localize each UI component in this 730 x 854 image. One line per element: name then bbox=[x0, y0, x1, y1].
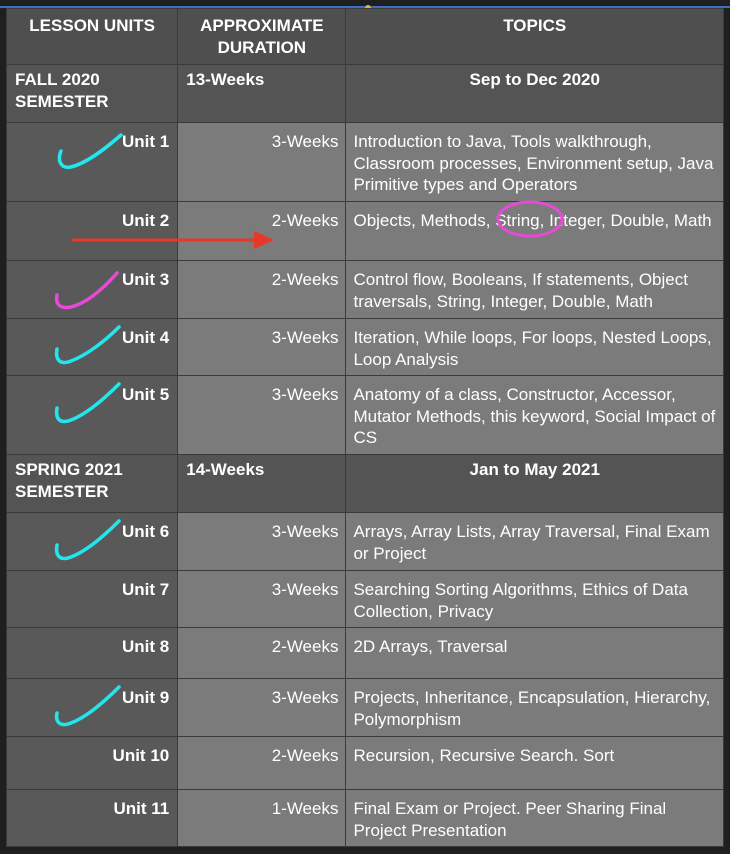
unit-cell[interactable]: Unit 2 bbox=[5, 201, 179, 261]
duration-cell[interactable]: 3-Weeks bbox=[177, 570, 347, 628]
unit-label: Unit 7 bbox=[122, 580, 170, 599]
unit-cell[interactable]: Unit 6 bbox=[5, 512, 179, 571]
unit-label: Unit 3 bbox=[122, 270, 170, 289]
duration-cell[interactable]: 3-Weeks bbox=[177, 678, 347, 737]
topics-cell[interactable]: Projects, Inheritance, Encapsulation, Hi… bbox=[345, 678, 724, 737]
topics-text: , Integer, Double, Math bbox=[539, 211, 712, 230]
unit-label: Unit 8 bbox=[122, 637, 170, 656]
unit-cell[interactable]: Unit 1 bbox=[5, 122, 179, 202]
topics-cell[interactable]: Anatomy of a class, Constructor, Accesso… bbox=[345, 375, 724, 455]
unit-cell[interactable]: Unit 4 bbox=[5, 318, 179, 376]
table-row: Unit 4 3-Weeks Iteration, While loops, F… bbox=[5, 318, 724, 376]
duration-cell[interactable]: 3-Weeks bbox=[177, 375, 347, 455]
header-row: LESSON UNITS APPROXIMATE DURATION TOPICS bbox=[5, 8, 724, 65]
duration-cell[interactable]: 2-Weeks bbox=[177, 201, 347, 261]
table-row: Unit 3 2-Weeks Control flow, Booleans, I… bbox=[5, 260, 724, 319]
table-row: Unit 6 3-Weeks Arrays, Array Lists, Arra… bbox=[5, 512, 724, 571]
unit-cell[interactable]: Unit 11 bbox=[5, 789, 179, 847]
table-row: Unit 5 3-Weeks Anatomy of a class, Const… bbox=[5, 375, 724, 455]
unit-label: Unit 11 bbox=[113, 799, 170, 818]
topics-text: Objects, Methods, bbox=[353, 211, 496, 230]
unit-label: Unit 4 bbox=[122, 328, 170, 347]
duration-cell[interactable]: 3-Weeks bbox=[177, 122, 347, 202]
duration-cell[interactable]: 3-Weeks bbox=[177, 512, 347, 571]
topics-cell[interactable]: Arrays, Array Lists, Array Traversal, Fi… bbox=[345, 512, 724, 571]
semester-duration[interactable]: 13-Weeks bbox=[177, 64, 347, 123]
unit-label: Unit 2 bbox=[122, 211, 170, 230]
header-lesson-units[interactable]: LESSON UNITS bbox=[5, 8, 179, 65]
table-row: Unit 9 3-Weeks Projects, Inheritance, En… bbox=[5, 678, 724, 737]
topics-cell[interactable]: Objects, Methods, String, Integer, Doubl… bbox=[345, 201, 724, 261]
semester-row-fall: FALL 2020 SEMESTER 13-Weeks Sep to Dec 2… bbox=[5, 64, 724, 123]
unit-label: Unit 5 bbox=[122, 385, 170, 404]
unit-cell[interactable]: Unit 3 bbox=[5, 260, 179, 319]
unit-cell[interactable]: Unit 7 bbox=[5, 570, 179, 628]
unit-label: Unit 1 bbox=[122, 132, 170, 151]
topics-cell[interactable]: Control flow, Booleans, If statements, O… bbox=[345, 260, 724, 319]
duration-cell[interactable]: 2-Weeks bbox=[177, 736, 347, 790]
unit-label: Unit 6 bbox=[122, 522, 170, 541]
curriculum-table: LESSON UNITS APPROXIMATE DURATION TOPICS… bbox=[5, 8, 724, 847]
circled-topic: String bbox=[495, 211, 540, 230]
duration-cell[interactable]: 2-Weeks bbox=[177, 627, 347, 679]
checkmark-icon bbox=[54, 271, 119, 310]
table-row: Unit 10 2-Weeks Recursion, Recursive Sea… bbox=[5, 736, 724, 790]
table-row: Unit 8 2-Weeks 2D Arrays, Traversal bbox=[5, 627, 724, 679]
duration-cell[interactable]: 1-Weeks bbox=[177, 789, 347, 847]
unit-cell[interactable]: Unit 5 bbox=[5, 375, 179, 455]
header-topics[interactable]: TOPICS bbox=[345, 8, 724, 65]
duration-cell[interactable]: 3-Weeks bbox=[177, 318, 347, 376]
semester-row-spring: SPRING 2021 SEMESTER 14-Weeks Jan to May… bbox=[5, 454, 724, 513]
topics-cell[interactable]: Final Exam or Project. Peer Sharing Fina… bbox=[345, 789, 724, 847]
semester-dates[interactable]: Jan to May 2021 bbox=[345, 454, 724, 513]
checkmark-icon bbox=[54, 382, 121, 424]
table-row: Unit 11 1-Weeks Final Exam or Project. P… bbox=[5, 789, 724, 847]
semester-dates[interactable]: Sep to Dec 2020 bbox=[345, 64, 724, 123]
checkmark-icon bbox=[54, 685, 121, 727]
semester-duration[interactable]: 14-Weeks bbox=[177, 454, 347, 513]
checkmark-icon bbox=[54, 325, 121, 365]
semester-name[interactable]: FALL 2020 SEMESTER bbox=[5, 64, 179, 123]
topics-cell[interactable]: 2D Arrays, Traversal bbox=[345, 627, 724, 679]
semester-name[interactable]: SPRING 2021 SEMESTER bbox=[5, 454, 179, 513]
table-row: Unit 2 2-Weeks Objects, Methods, String,… bbox=[5, 201, 724, 261]
table-row: Unit 1 3-Weeks Introduction to Java, Too… bbox=[5, 122, 724, 202]
topics-cell[interactable]: Recursion, Recursive Search. Sort bbox=[345, 736, 724, 790]
unit-label: Unit 10 bbox=[112, 746, 170, 765]
unit-cell[interactable]: Unit 8 bbox=[5, 627, 179, 679]
checkmark-icon bbox=[54, 519, 121, 561]
checkmark-icon bbox=[57, 133, 123, 170]
table-row: Unit 7 3-Weeks Searching Sorting Algorit… bbox=[5, 570, 724, 628]
topics-cell[interactable]: Introduction to Java, Tools walkthrough,… bbox=[345, 122, 724, 202]
duration-cell[interactable]: 2-Weeks bbox=[177, 260, 347, 319]
unit-cell[interactable]: Unit 9 bbox=[5, 678, 179, 737]
topics-cell[interactable]: Searching Sorting Algorithms, Ethics of … bbox=[345, 570, 724, 628]
unit-label: Unit 9 bbox=[122, 688, 170, 707]
header-approximate-duration[interactable]: APPROXIMATE DURATION bbox=[177, 8, 347, 65]
unit-cell[interactable]: Unit 10 bbox=[5, 736, 179, 790]
topics-cell[interactable]: Iteration, While loops, For loops, Neste… bbox=[345, 318, 724, 376]
